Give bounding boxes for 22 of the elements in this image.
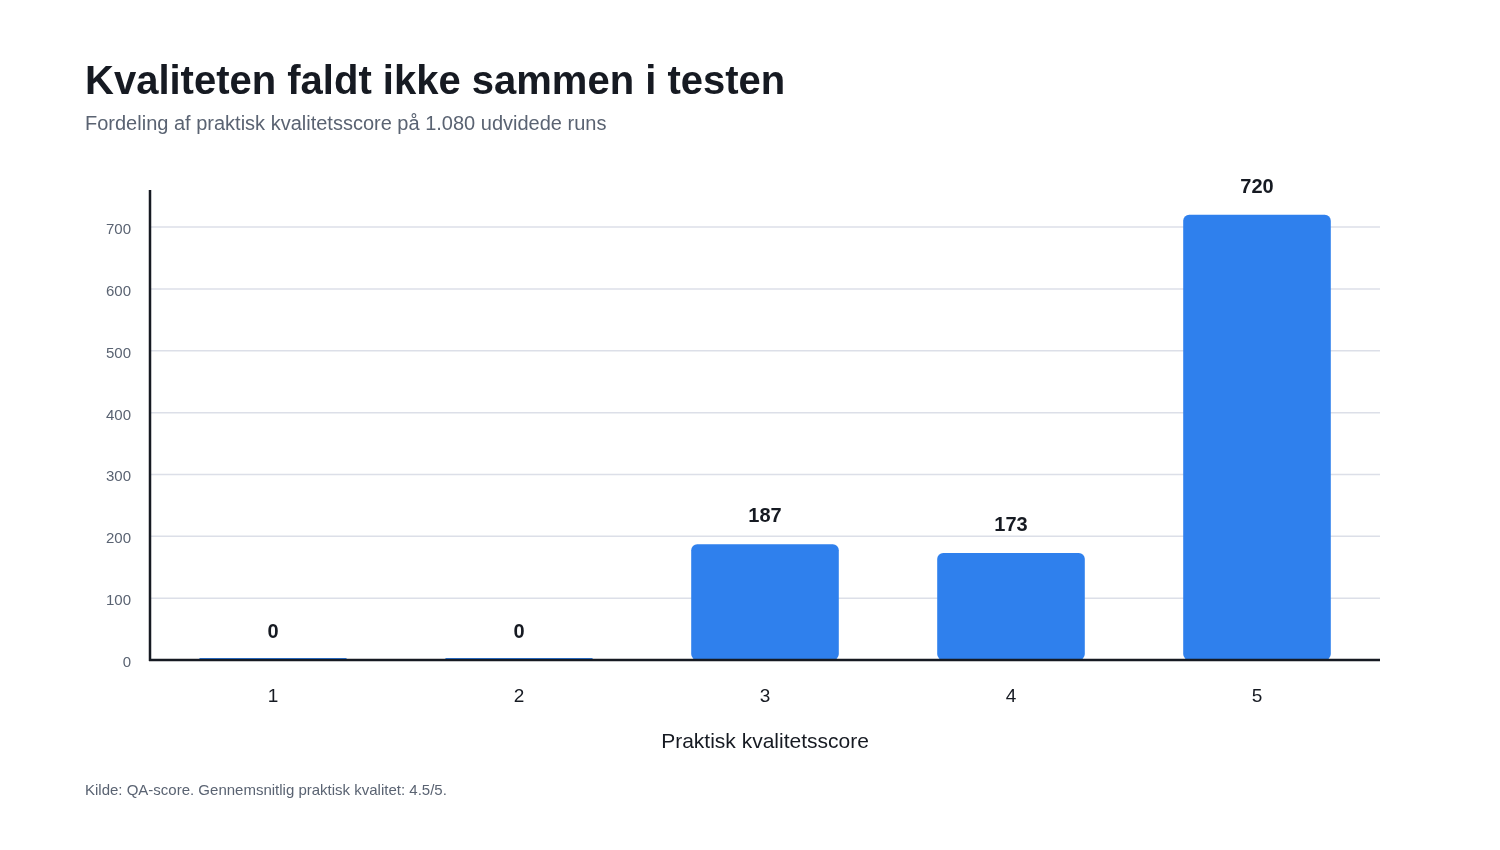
y-tick-label: 400	[105, 405, 131, 423]
data-label: 187	[748, 504, 782, 527]
y-tick-label: 200	[105, 529, 131, 547]
y-tick-label: 0	[122, 653, 131, 670]
chart-subtitle: Fordeling af praktisk kvalitetsscore på 1.080 udvidede runs	[85, 112, 607, 134]
y-tick-label: 600	[105, 281, 131, 299]
data-label: 173	[994, 513, 1028, 536]
x-axis-title: Praktisk kvalitetsscore	[661, 729, 869, 752]
y-tick-label: 100	[105, 591, 131, 609]
x-tick-label: 3	[759, 685, 771, 706]
data-label: 720	[1240, 174, 1274, 197]
x-tick-label: 5	[1251, 685, 1263, 706]
x-tick-label: 2	[513, 685, 525, 706]
y-tick-label: 500	[105, 343, 131, 361]
text: Kilde: QA-score. Gennemsnitlig praktisk kvalitet: 4.5/5.	[85, 781, 447, 798]
data-label: 0	[267, 620, 279, 642]
chart-title: Kvaliteten faldt ikke sammen i testen	[85, 58, 786, 102]
x-tick-label: 1	[267, 685, 279, 706]
x-tick-label: 4	[1005, 685, 1017, 706]
data-label: 0	[513, 620, 525, 642]
y-tick-label: 700	[105, 220, 131, 238]
y-tick-label: 300	[105, 467, 131, 485]
